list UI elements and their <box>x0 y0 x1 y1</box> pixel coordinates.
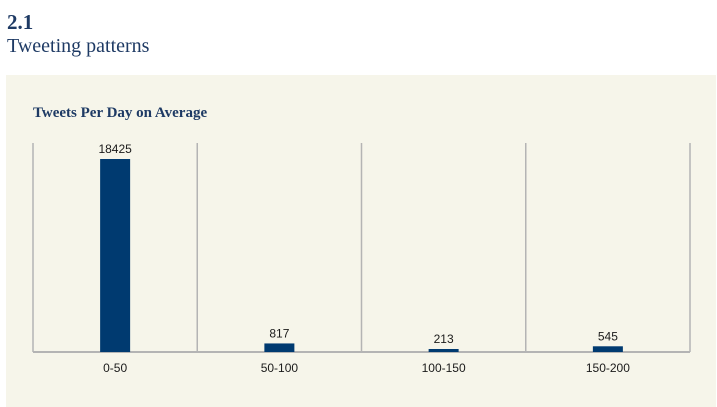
data-label: 18425 <box>98 142 132 156</box>
chart-title: Tweets Per Day on Average <box>33 105 208 121</box>
bar <box>100 159 131 352</box>
bar <box>264 343 295 352</box>
bar <box>592 346 623 352</box>
x-tick-label: 100-150 <box>422 361 466 375</box>
x-tick-label: 0-50 <box>103 361 127 375</box>
section-title: Tweeting patterns <box>7 35 150 57</box>
data-label: 213 <box>434 332 454 346</box>
section-number: 2.1 <box>7 10 34 34</box>
data-label: 545 <box>598 329 618 343</box>
bar <box>428 349 459 352</box>
x-tick-label: 50-100 <box>261 361 299 375</box>
x-tick-label: 150-200 <box>586 361 630 375</box>
bar-chart: 18425 0-50 817 50-100 213 100-150 545 150-200 <box>32 142 691 375</box>
chart-panel: Tweets Per Day on Average 18425 0-50 817 50… <box>6 75 716 407</box>
data-label: 817 <box>269 326 289 340</box>
